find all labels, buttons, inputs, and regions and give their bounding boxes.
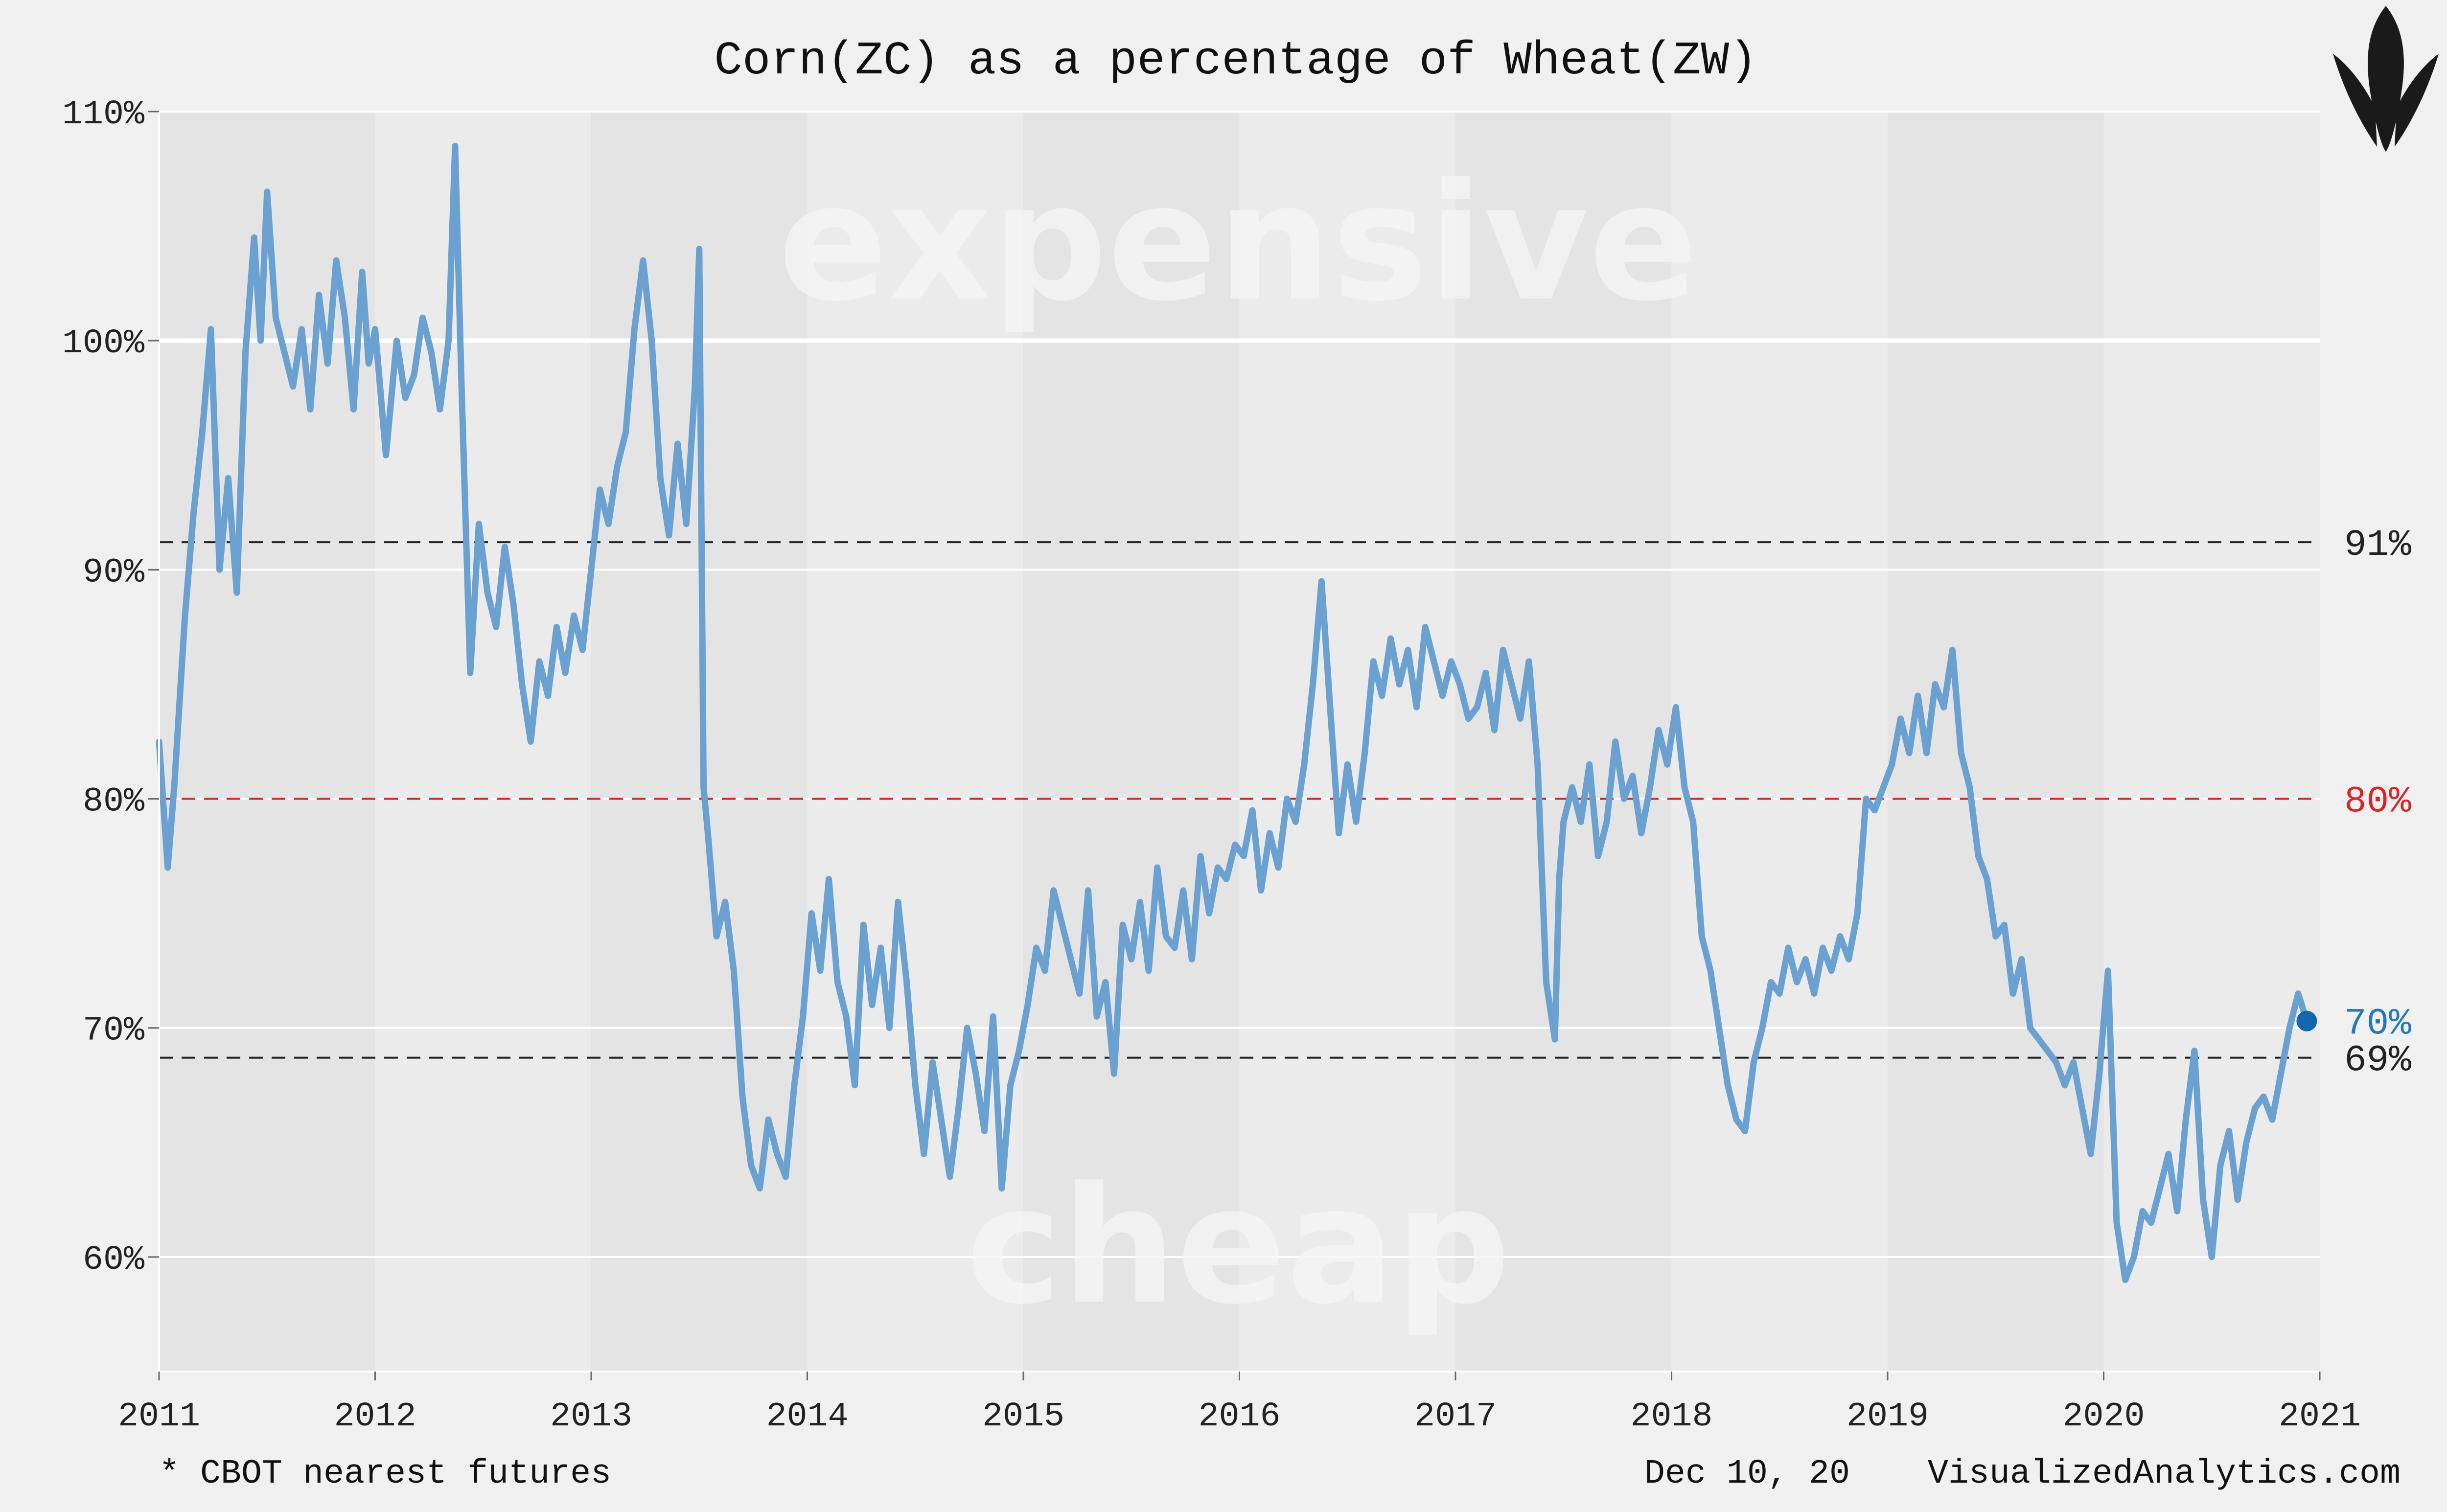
y-tick-labels: 60% 70% 80% 90% 100% 110% — [62, 95, 159, 1280]
x-tick-label: 2015 — [982, 1397, 1064, 1436]
reference-line-label: 91% — [2344, 524, 2411, 566]
reference-line-label: 80% — [2344, 781, 2411, 823]
x-tick-label: 2018 — [1630, 1397, 1712, 1436]
zone-label-cheap: cheap — [966, 1152, 1510, 1340]
reference-line-label: 69% — [2344, 1040, 2411, 1082]
year-bands — [159, 112, 2320, 1372]
year-band — [375, 112, 591, 1372]
last-value-label: 70% — [2344, 1003, 2411, 1045]
year-band — [1239, 112, 1455, 1372]
reference-lines: 91% 80% 69% — [159, 524, 2411, 1082]
year-band — [2103, 112, 2320, 1372]
y-tick-label: 80% — [83, 783, 145, 822]
x-tick-label: 2014 — [766, 1397, 848, 1436]
y-tick-label: 90% — [83, 553, 145, 592]
x-tick-label: 2011 — [118, 1397, 200, 1436]
y-tick-label: 60% — [83, 1241, 145, 1280]
x-tick-label: 2020 — [2062, 1397, 2145, 1436]
horizontal-gridlines — [159, 111, 2320, 1258]
corn-icon — [2333, 6, 2439, 152]
source-label: VisualizedAnalytics.com — [1928, 1455, 2401, 1493]
y-tick-label: 70% — [83, 1012, 145, 1051]
x-tick-label: 2021 — [2279, 1397, 2361, 1436]
y-tick-label: 110% — [62, 95, 145, 134]
year-band — [807, 112, 1023, 1372]
y-tick-label: 100% — [62, 324, 145, 363]
year-band — [1671, 112, 1888, 1372]
plot-area — [159, 111, 2320, 1372]
date-label: Dec 10, 20 — [1644, 1455, 1850, 1493]
footnote: * CBOT nearest futures — [159, 1455, 611, 1493]
x-tick-label: 2017 — [1414, 1397, 1497, 1436]
zone-label-expensive: expensive — [778, 149, 1698, 337]
chart-title: Corn(ZC) as a percentage of Wheat(ZW) — [714, 34, 1757, 88]
x-tick-label: 2013 — [550, 1397, 632, 1436]
x-tick-labels: 2011 2012 2013 2014 2015 2016 2017 2018 2019 2020… — [118, 1372, 2361, 1436]
axes: 60%70%80%90%100%110% 2011 2012 2013 2014 201… — [62, 95, 2361, 1436]
year-band — [159, 112, 375, 1372]
x-tick-label: 2016 — [1198, 1397, 1280, 1436]
last-value-point — [2296, 1010, 2317, 1031]
series-line — [156, 142, 2310, 1283]
x-tick-label: 2019 — [1847, 1397, 1929, 1436]
year-band — [1888, 112, 2104, 1372]
x-tick-label: 2012 — [334, 1397, 416, 1436]
year-band — [1455, 112, 1672, 1372]
year-band — [1023, 112, 1240, 1372]
